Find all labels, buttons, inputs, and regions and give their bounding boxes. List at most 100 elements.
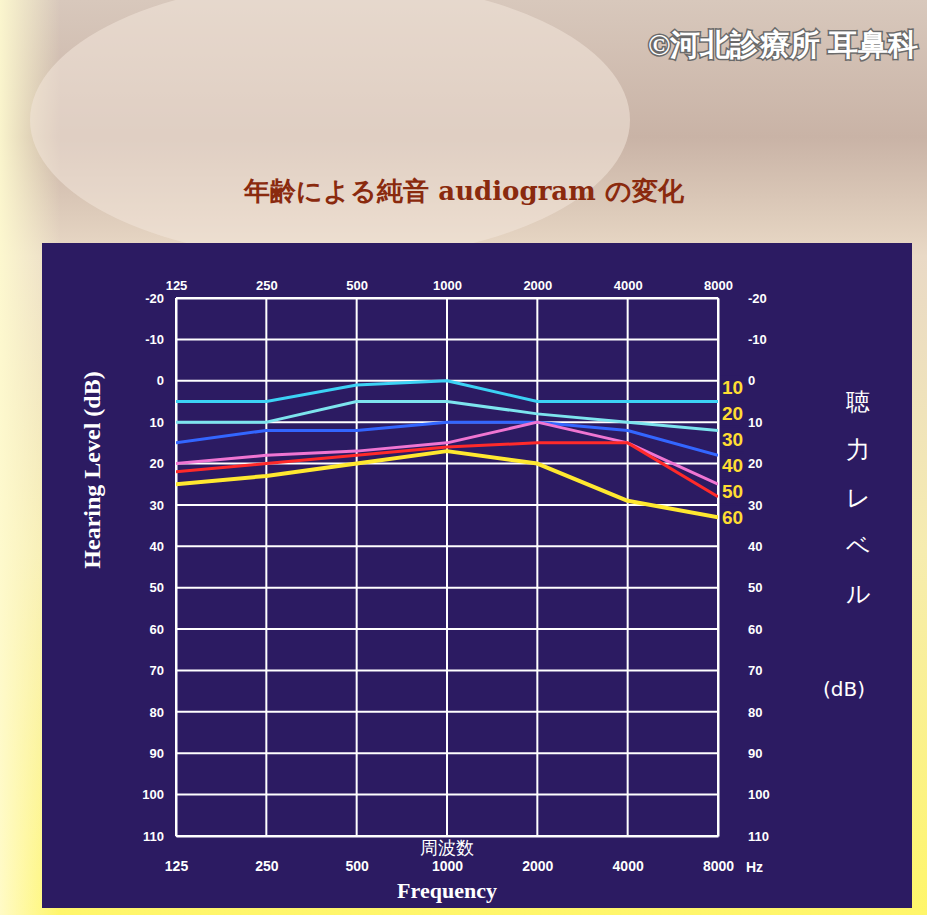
tick: 90 [718,746,762,761]
tick: 8000 [704,278,733,298]
legend-label: 10 [722,377,743,398]
tick: 90 [150,746,176,761]
legend-label: 50 [722,481,743,502]
tick-label: 500 [346,278,368,293]
grid-line [265,298,267,836]
tick-label: 30 [150,498,164,513]
tick-label: 8000 [703,858,734,874]
legend-patch [720,427,744,451]
tick: 40 [718,539,762,554]
tick: 2000 [523,278,552,298]
tick-label: 50 [748,580,762,595]
grid-line [446,298,448,836]
grid-line [175,298,177,836]
tick-label: 250 [256,278,278,293]
tick-label: 0 [157,373,164,388]
tick-label: 70 [748,663,762,678]
tick-label: 500 [345,858,369,874]
tick-label: 4000 [614,278,643,293]
grid-line [356,298,358,836]
tick: 50 [718,580,762,595]
tick: 100 [718,787,770,802]
tick: 80 [718,705,762,720]
tick-label: 10 [748,415,762,430]
grid-line [536,298,538,836]
axis-title: 聴力レベル(dB) [823,388,871,701]
tick: 500 [345,836,369,874]
tick: 70 [718,663,762,678]
tick-label: 40 [748,539,762,554]
tick: 80 [150,705,176,720]
tick: 250 [255,836,279,874]
tick: 10 [150,415,176,430]
legend-label: 60 [722,507,743,528]
tick-label: 90 [748,746,762,761]
tick: 70 [150,663,176,678]
tick-label: -20 [145,291,164,306]
data-line [176,381,718,402]
grid-line [717,298,719,836]
tick: 500 [346,278,368,298]
tick: 100 [142,787,176,802]
axis-title: Hearing Level (dB) [79,371,105,568]
tick: 110 [718,829,769,844]
tick: 125 [165,836,189,874]
data-line [176,401,718,430]
tick: 8000 [703,836,734,874]
plot-panel [42,243,912,908]
tick-label: 2000 [522,858,553,874]
tick-label: 8000 [704,278,733,293]
data-line [176,451,718,517]
tick-label: 50 [150,580,164,595]
tick: 1000 [433,278,462,298]
tick-label: 110 [143,829,164,844]
tick-label: 250 [255,858,279,874]
axis-line [177,298,719,300]
background-ear [30,0,630,260]
tick: 4000 [613,836,644,874]
tick-label: 70 [150,663,164,678]
tick-label: 100 [748,787,770,802]
tick-label: 90 [150,746,164,761]
tick-label: 2000 [523,278,552,293]
axis-line [176,299,178,837]
axis-title: 周波数 [420,837,474,858]
tick-label: -10 [145,332,164,347]
tick: 30 [150,498,176,513]
tick-label: 60 [748,622,762,637]
tick-label: 20 [748,456,762,471]
grid-line [176,297,718,299]
plot-area [176,381,718,518]
tick-label: 1000 [432,858,463,874]
tick: 250 [256,278,278,298]
tick-label: 80 [748,705,762,720]
tick: 110 [143,829,176,844]
axis: 125 250 500 1000 2000 4000 8000 [165,836,734,874]
tick-label: -10 [748,332,767,347]
chart-svg: ©河北診療所 耳鼻科年齢による純音 audiogram の変化 -20 -10 0 10… [0,0,927,915]
tick-label: 20 [150,456,164,471]
tick: 50 [150,580,176,595]
tick-label: 60 [150,622,164,637]
tick-label: 0 [748,373,755,388]
tick: -10 [145,332,176,347]
grid-line [627,298,629,836]
tick-label: 1000 [433,278,462,293]
chart-title: 年齢による純音 audiogram の変化 [243,176,684,206]
tick-label: 100 [142,787,164,802]
axis-line [718,299,720,837]
tick: 40 [150,539,176,554]
legend-label: 20 [722,403,743,424]
annotation: ©河北診療所 耳鼻科 [648,28,918,61]
tick-label: 80 [150,705,164,720]
legend-label: 40 [722,455,743,476]
legend-patch [720,375,744,399]
axis: -20-100102030405060708090100110 [718,291,770,844]
tick: 60 [718,622,762,637]
legend: 102030405060 [720,375,744,529]
tick-label: 110 [748,829,769,844]
axis: 125 250 500 1000 2000 4000 8000 [166,278,733,299]
tick-label: 40 [150,539,164,554]
grid [176,298,718,836]
tick-label: 125 [166,278,188,293]
